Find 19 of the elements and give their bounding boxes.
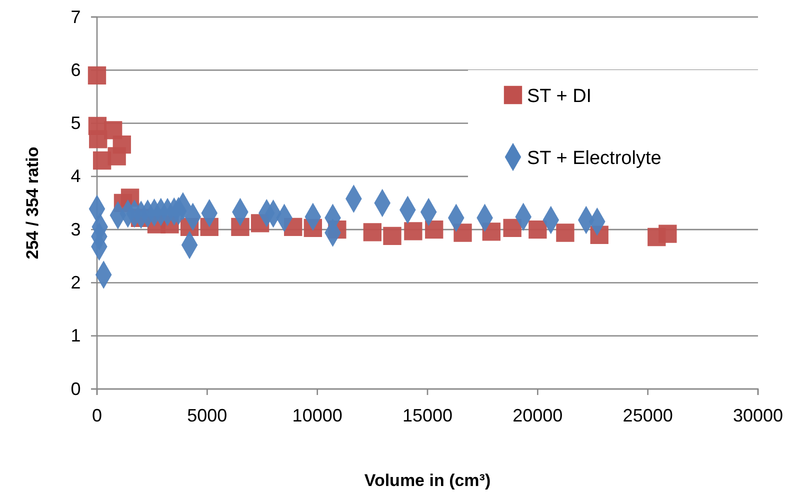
y-tick-label: 3 [70, 219, 81, 240]
y-axis-title: 254 / 354 ratio [23, 146, 42, 260]
y-tick-label: 6 [70, 60, 81, 80]
y-tick-label: 0 [70, 378, 81, 399]
y-tick-label: 1 [70, 326, 81, 346]
legend-label: ST + DI [527, 86, 592, 107]
y-tick-label: 2 [70, 272, 81, 292]
x-tick-label: 5000 [187, 405, 228, 426]
legend-label: ST + Electrolyte [527, 148, 662, 169]
x-tick-label: 20000 [512, 405, 563, 426]
x-tick-label: 0 [92, 405, 102, 426]
y-tick-label: 5 [70, 113, 81, 134]
x-axis-title: Volume in (cm³) [364, 471, 491, 490]
y-tick-label: 4 [70, 166, 81, 186]
x-tick-label: 25000 [622, 405, 673, 426]
y-tick-label: 7 [70, 6, 81, 27]
x-tick-label: 30000 [732, 405, 784, 426]
x-tick-label: 10000 [292, 405, 342, 426]
x-tick-label: 15000 [402, 405, 453, 426]
